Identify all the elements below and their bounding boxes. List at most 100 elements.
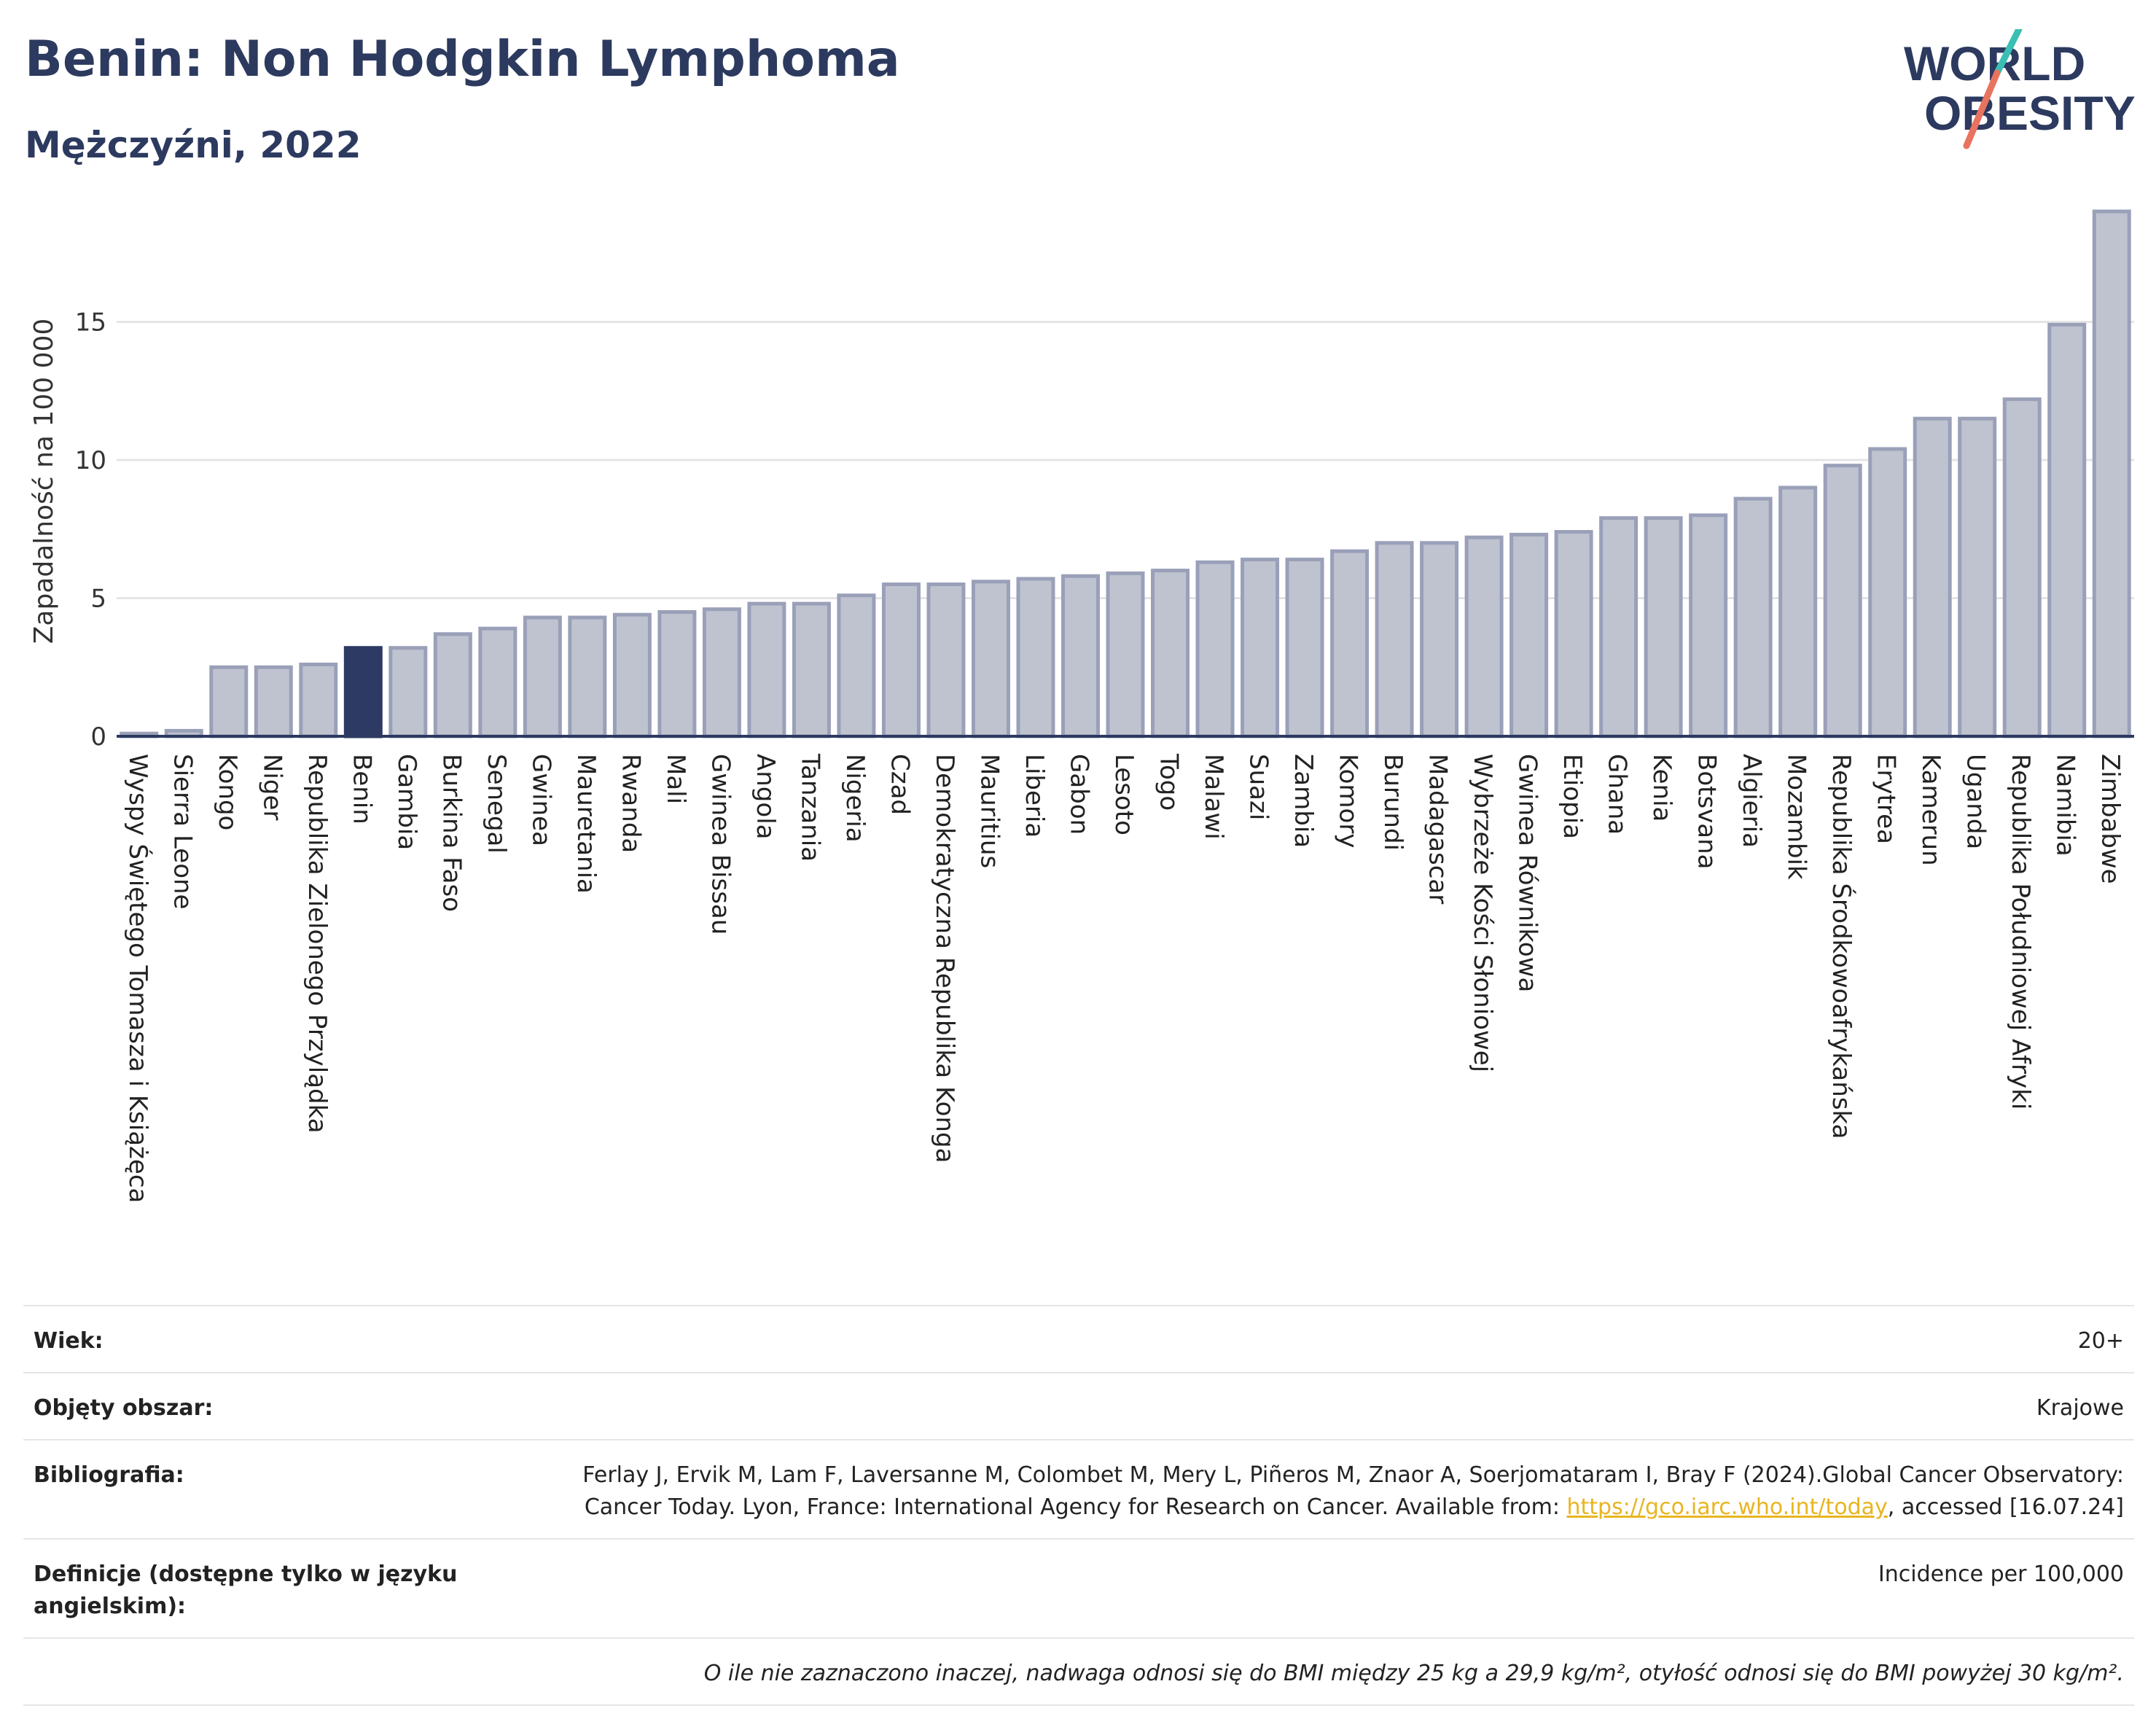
logo-text-obesity: OBESITY	[1924, 86, 2136, 140]
x-tick-label: Demokratyczna Republika Konga	[930, 754, 959, 1163]
x-tick-label: Suazi	[1244, 754, 1273, 820]
x-tick-label: Angola	[751, 754, 780, 839]
x-tick-label: Uganda	[1961, 754, 1991, 849]
x-tick-label: Erytrea	[1872, 754, 1901, 844]
bar-erytrea[interactable]	[1868, 447, 1907, 738]
x-tick-label: Lesoto	[1109, 754, 1138, 835]
x-tick-label: Senegal	[482, 754, 511, 854]
x-tick-label: Wybrzeże Kości Słoniowej	[1468, 754, 1497, 1072]
definitions-value: Incidence per 100,000	[1878, 1562, 2124, 1587]
bar-botsvana[interactable]	[1689, 513, 1728, 738]
bar-angola[interactable]	[747, 601, 786, 738]
bar-demokratyczna-republika-konga[interactable]	[926, 582, 966, 738]
bar-gabon[interactable]	[1061, 574, 1100, 738]
bar-kamerun[interactable]	[1913, 416, 1952, 738]
x-tick-label: Niger	[257, 754, 286, 820]
coverage-value: Krajowe	[2036, 1395, 2124, 1421]
bar-kongo[interactable]	[209, 665, 249, 738]
bar-rwanda[interactable]	[612, 612, 652, 738]
bibliography-text: Ferlay J, Ervik M, Lam F, Laversanne M, …	[582, 1462, 2124, 1520]
bar-ghana[interactable]	[1599, 516, 1639, 738]
x-tick-label: Gwinea Bissau	[706, 754, 735, 935]
bar-burkina-faso[interactable]	[433, 632, 472, 738]
bar-niger[interactable]	[254, 665, 293, 738]
bar-namibia[interactable]	[2047, 322, 2087, 738]
bar-mauretania[interactable]	[568, 615, 607, 738]
bar-zimbabwe[interactable]	[2092, 209, 2131, 738]
x-tick-label: Mali	[661, 754, 690, 804]
bibliography-label: Bibliografia:	[34, 1462, 184, 1488]
bar-gwinea-bissau[interactable]	[702, 607, 741, 738]
x-tick-label: Republika Zielonego Przylądka	[302, 754, 332, 1134]
bibliography-link[interactable]: https://gco.iarc.who.int/today	[1566, 1494, 1888, 1520]
bar-gwinea-równikowa[interactable]	[1509, 532, 1549, 738]
page-subtitle: Mężczyźni, 2022	[25, 124, 362, 166]
bar-togo[interactable]	[1151, 569, 1190, 738]
bar-tanzania[interactable]	[792, 601, 831, 738]
x-tick-label: Mozambik	[1782, 754, 1811, 880]
x-tick-label: Malawi	[1199, 754, 1228, 840]
x-tick-label: Kenia	[1647, 754, 1676, 822]
bar-gwinea[interactable]	[523, 615, 562, 738]
bar-wybrzeże-kości-słoniowej[interactable]	[1464, 535, 1504, 738]
bibliography-suffix: , accessed [16.07.24]	[1887, 1494, 2124, 1520]
bar-czad[interactable]	[881, 582, 921, 738]
x-tick-label: Rwanda	[616, 754, 645, 853]
bar-republika-zielonego-przylądka[interactable]	[299, 662, 338, 738]
age-label: Wiek:	[34, 1328, 103, 1354]
x-tick-label: Sierra Leone	[168, 754, 197, 909]
bar-malawi[interactable]	[1195, 560, 1235, 738]
age-value: 20+	[2077, 1328, 2124, 1354]
bar-benin[interactable]	[343, 646, 383, 738]
y-axis-label: Zapadalność na 100 000	[29, 319, 59, 644]
bar-uganda[interactable]	[1958, 416, 1997, 738]
x-tick-label: Zambia	[1289, 754, 1318, 848]
world-obesity-logo: WORLD OBESITY	[1904, 29, 2136, 149]
bar-senegal[interactable]	[478, 626, 517, 738]
x-tick-label: Mauritius	[975, 754, 1004, 868]
x-tick-label: Botsvana	[1692, 754, 1722, 870]
bar-liberia[interactable]	[1016, 577, 1055, 738]
bar-etiopia[interactable]	[1554, 530, 1593, 738]
definitions-label: Definicje (dostępne tylko w języku angie…	[34, 1562, 458, 1619]
x-tick-label: Republika Południowej Afryki	[2006, 754, 2035, 1110]
bar-algieria[interactable]	[1733, 496, 1773, 738]
x-tick-label: Burkina Faso	[437, 754, 466, 912]
bar-gambia[interactable]	[388, 646, 428, 738]
y-tick-label: 5	[90, 585, 106, 614]
bar-zambia[interactable]	[1285, 557, 1324, 738]
x-tick-label: Burundi	[1378, 754, 1407, 851]
bar-kenia[interactable]	[1644, 516, 1683, 738]
coverage-label: Objęty obszar:	[34, 1395, 214, 1421]
bar-chart: 0 5 10 15 Wyspy Świętego Tomasza i Książęca…	[29, 209, 2134, 1203]
x-tick-label: Gambia	[392, 754, 421, 850]
bar-mozambik[interactable]	[1778, 486, 1818, 738]
y-tick-label: 15	[75, 308, 106, 338]
bar-nigeria[interactable]	[837, 593, 876, 738]
x-tick-label: Algieria	[1737, 754, 1766, 848]
x-tick-label: Mauretania	[571, 754, 601, 894]
bar-republika-południowej-afryki[interactable]	[2002, 397, 2042, 738]
x-tick-label: Gabon	[1064, 754, 1093, 835]
bar-republika-środkowoafrykańska[interactable]	[1823, 464, 1862, 738]
bar-madagascar[interactable]	[1420, 541, 1459, 738]
x-tick-label: Namibia	[2051, 754, 2080, 857]
bar-lesoto[interactable]	[1106, 571, 1145, 738]
bar-mauritius[interactable]	[971, 580, 1010, 738]
logo-slash-teal	[1993, 29, 2023, 77]
bar-mali[interactable]	[657, 609, 697, 738]
x-tick-label: Etiopia	[1558, 754, 1587, 839]
footnote: O ile nie zaznaczono inaczej, nadwaga od…	[703, 1661, 2124, 1686]
info-row-note: O ile nie zaznaczono inaczej, nadwaga od…	[23, 1637, 2134, 1706]
bar-komory[interactable]	[1330, 549, 1370, 738]
x-tick-label: Togo	[1155, 753, 1184, 811]
x-tick-label: Gwinea Równikowa	[1513, 754, 1542, 992]
x-tick-label: Kongo	[213, 754, 242, 830]
page-title: Benin: Non Hodgkin Lymphoma	[25, 31, 900, 88]
x-tick-label: Nigeria	[840, 754, 870, 843]
bar-burundi[interactable]	[1375, 541, 1414, 738]
info-row-coverage: Objęty obszar: Krajowe	[23, 1372, 2134, 1439]
x-tick-label: Tanzania	[795, 753, 824, 862]
info-row-bibliography: Bibliografia: Ferlay J, Ervik M, Lam F, …	[23, 1439, 2134, 1538]
bar-suazi[interactable]	[1241, 557, 1280, 738]
